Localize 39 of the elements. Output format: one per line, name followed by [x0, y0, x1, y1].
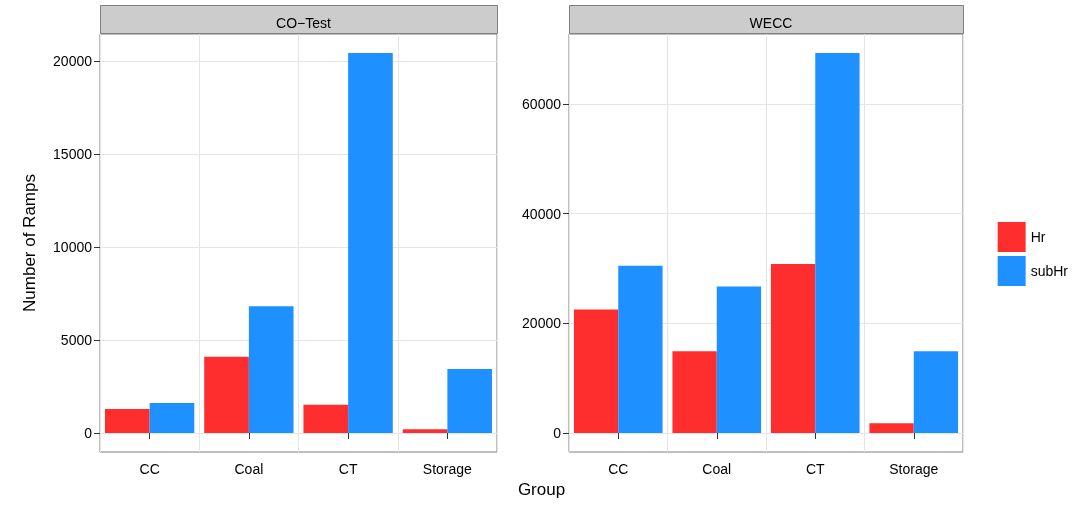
x-tick-label: Storage [889, 461, 939, 477]
x-tick-label: CC [139, 461, 160, 477]
bar [149, 403, 195, 434]
y-tick-label: 5000 [60, 332, 93, 348]
bar [716, 286, 762, 433]
bar [248, 306, 294, 434]
y-tick-label: 60000 [522, 96, 562, 112]
x-tick-label: Coal [702, 461, 732, 477]
bar [573, 309, 619, 433]
y-tick-label: 40000 [522, 205, 562, 222]
y-tick-label: 15000 [53, 145, 93, 162]
bar [815, 53, 860, 433]
bar [672, 351, 717, 433]
bar [104, 409, 150, 434]
y-tick-label: 0 [553, 425, 562, 441]
bar [869, 423, 914, 433]
chart-title: WECC [749, 15, 793, 31]
legend-label: subHr [1030, 263, 1069, 279]
bar [402, 429, 448, 434]
x-tick-label: Storage [422, 461, 473, 477]
bar [913, 351, 959, 433]
x-tick-label: CT [338, 461, 358, 477]
bar [618, 265, 663, 433]
y-tick-label: 10000 [53, 238, 93, 255]
x-axis-title: Group [516, 480, 567, 500]
y-axis-title: Number of Ramps [20, 174, 39, 312]
y-tick-label: 0 [84, 425, 93, 442]
bar [204, 356, 249, 434]
x-tick-label: Coal [234, 461, 264, 477]
y-tick-label: 20000 [53, 52, 93, 69]
y-tick-label: 20000 [522, 315, 562, 332]
bar [770, 264, 816, 433]
bar [447, 369, 493, 434]
x-tick-label: CC [608, 461, 629, 477]
x-tick-label: CT [805, 461, 826, 477]
bar [303, 404, 349, 434]
chart-title: CO−Test [276, 15, 332, 31]
bar [348, 52, 393, 434]
legend-label: Hr [1030, 229, 1046, 245]
